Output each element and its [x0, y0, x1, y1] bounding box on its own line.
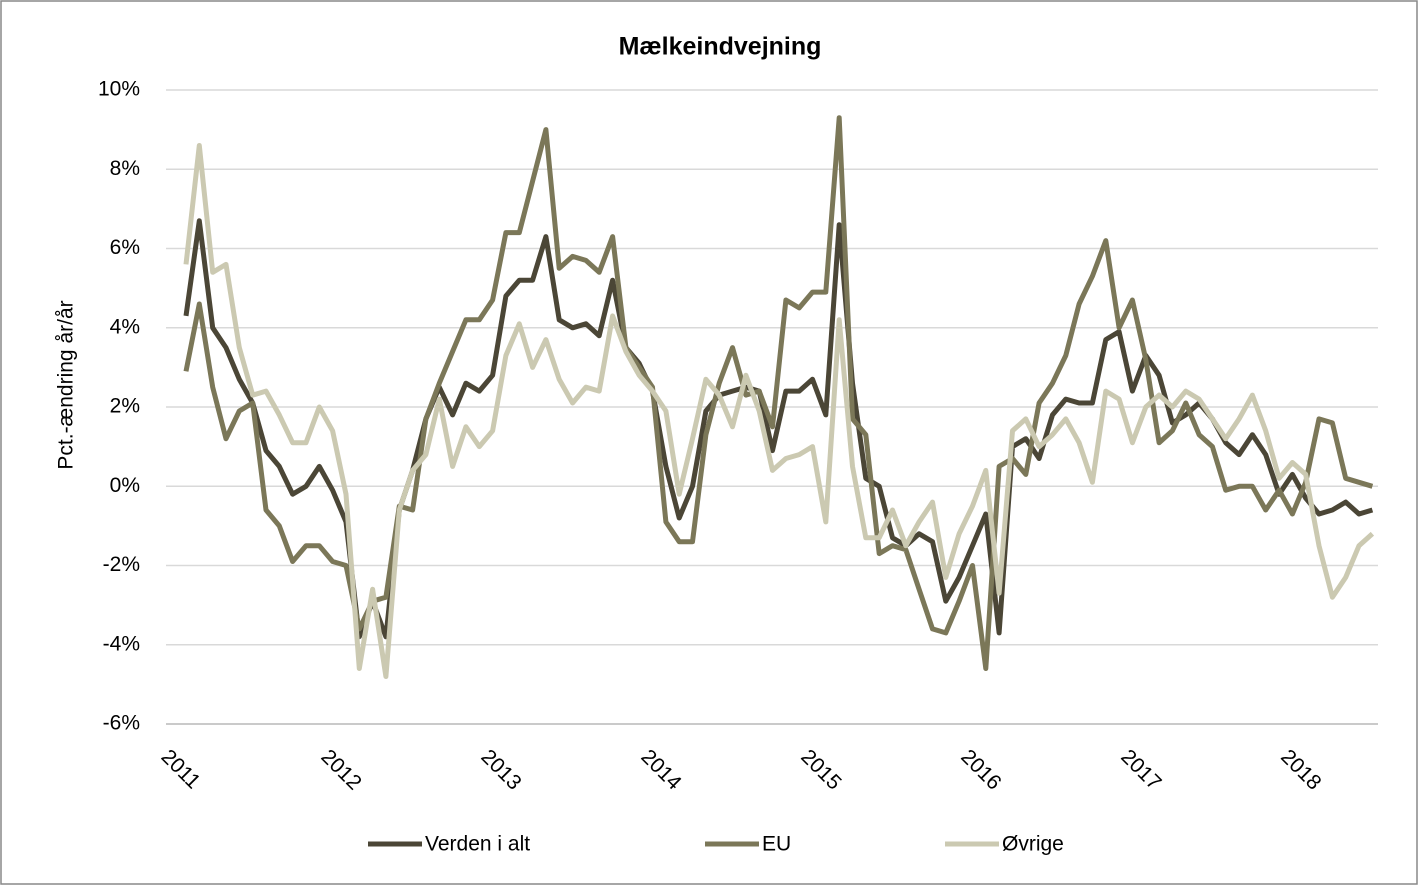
y-tick-label: 4%	[110, 315, 140, 338]
y-tick-label: -2%	[103, 553, 140, 576]
y-tick-label: 8%	[110, 157, 140, 180]
y-tick-label: 6%	[110, 236, 140, 259]
y-tick-label: -6%	[103, 712, 140, 735]
y-tick-label: 0%	[110, 474, 140, 497]
y-tick-label: 10%	[98, 78, 140, 101]
legend-label: Øvrige	[1002, 833, 1064, 856]
y-tick-label: 2%	[110, 395, 140, 418]
legend-label: EU	[762, 833, 791, 856]
y-tick-label: -4%	[103, 632, 140, 655]
chart-title: Mælkeindvejning	[619, 33, 822, 61]
series-line	[183, 143, 1375, 679]
series-line	[183, 115, 1374, 671]
legend-label: Verden i alt	[425, 833, 530, 856]
y-axis-label: Pct.-ændring år/år	[55, 300, 78, 469]
